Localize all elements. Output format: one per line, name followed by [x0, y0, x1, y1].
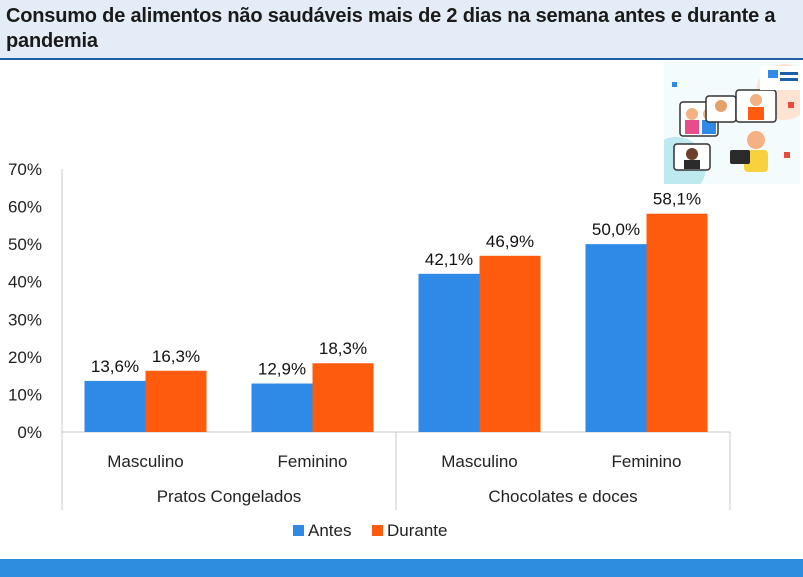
- bar-antes-2: [251, 383, 313, 432]
- x-category-label: Masculino: [441, 452, 518, 471]
- data-label: 50,0%: [592, 220, 640, 239]
- legend-label: Antes: [308, 521, 351, 540]
- data-label: 46,9%: [486, 232, 534, 251]
- title-rule: [0, 58, 803, 60]
- data-label: 16,3%: [152, 347, 200, 366]
- video-call-illustration: [664, 62, 800, 184]
- legend-label: Durante: [387, 521, 447, 540]
- bar-durante-4: [646, 213, 708, 432]
- y-tick-label: 10%: [8, 385, 42, 404]
- x-category-label: Masculino: [107, 452, 184, 471]
- y-tick-label: 60%: [8, 198, 42, 217]
- bar-durante-2: [312, 363, 374, 432]
- bar-durante-1: [145, 370, 207, 432]
- bar-antes-3: [418, 273, 480, 432]
- y-tick-label: 30%: [8, 310, 42, 329]
- legend-swatch-antes: [293, 525, 304, 536]
- data-label: 58,1%: [653, 190, 701, 209]
- x-group-label: Pratos Congelados: [157, 487, 302, 506]
- data-label: 13,6%: [91, 357, 139, 376]
- data-label: 18,3%: [319, 339, 367, 358]
- y-tick-label: 0%: [17, 423, 42, 442]
- y-tick-label: 50%: [8, 235, 42, 254]
- bar-antes-1: [84, 380, 146, 432]
- title-band: [0, 0, 803, 58]
- y-tick-label: 70%: [8, 160, 42, 179]
- x-group-label: Chocolates e doces: [488, 487, 637, 506]
- y-tick-label: 40%: [8, 273, 42, 292]
- data-label: 42,1%: [425, 250, 473, 269]
- x-category-label: Feminino: [278, 452, 348, 471]
- chart-title: Consumo de alimentos não saudáveis mais …: [6, 5, 776, 52]
- legend-swatch-durante: [372, 525, 383, 536]
- bar-durante-3: [479, 255, 541, 432]
- y-tick-label: 20%: [8, 348, 42, 367]
- bar-antes-4: [585, 244, 647, 432]
- bottom-band: [0, 559, 803, 577]
- x-category-label: Feminino: [612, 452, 682, 471]
- data-label: 12,9%: [258, 360, 306, 379]
